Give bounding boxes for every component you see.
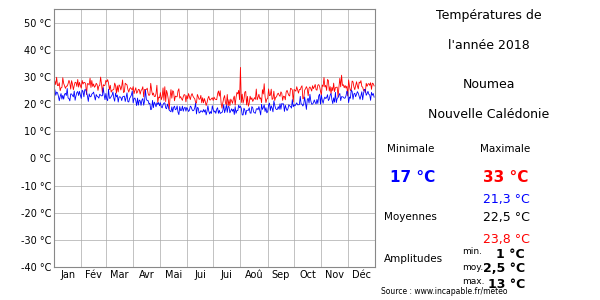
Text: Minimale: Minimale xyxy=(387,144,434,154)
Text: 2,5 °C: 2,5 °C xyxy=(483,262,525,275)
Text: Amplitudes: Amplitudes xyxy=(384,254,443,263)
Text: 22,5 °C: 22,5 °C xyxy=(483,212,530,224)
Text: 17 °C: 17 °C xyxy=(390,169,435,184)
Text: l'année 2018: l'année 2018 xyxy=(448,39,530,52)
Text: min.: min. xyxy=(462,248,482,256)
Text: 21,3 °C: 21,3 °C xyxy=(483,194,530,206)
Text: 23,8 °C: 23,8 °C xyxy=(483,232,530,245)
Text: 1 °C: 1 °C xyxy=(496,248,525,260)
Text: max.: max. xyxy=(462,278,485,286)
Text: Noumea: Noumea xyxy=(463,78,515,91)
Text: Nouvelle Calédonie: Nouvelle Calédonie xyxy=(428,108,550,121)
Text: moy.: moy. xyxy=(462,262,483,272)
Text: 13 °C: 13 °C xyxy=(488,278,525,290)
Text: Source : www.incapable.fr/meteo: Source : www.incapable.fr/meteo xyxy=(381,286,508,296)
Text: 33 °C: 33 °C xyxy=(483,169,529,184)
Text: Températures de: Températures de xyxy=(436,9,542,22)
Text: Moyennes: Moyennes xyxy=(384,212,437,221)
Text: Maximale: Maximale xyxy=(480,144,530,154)
